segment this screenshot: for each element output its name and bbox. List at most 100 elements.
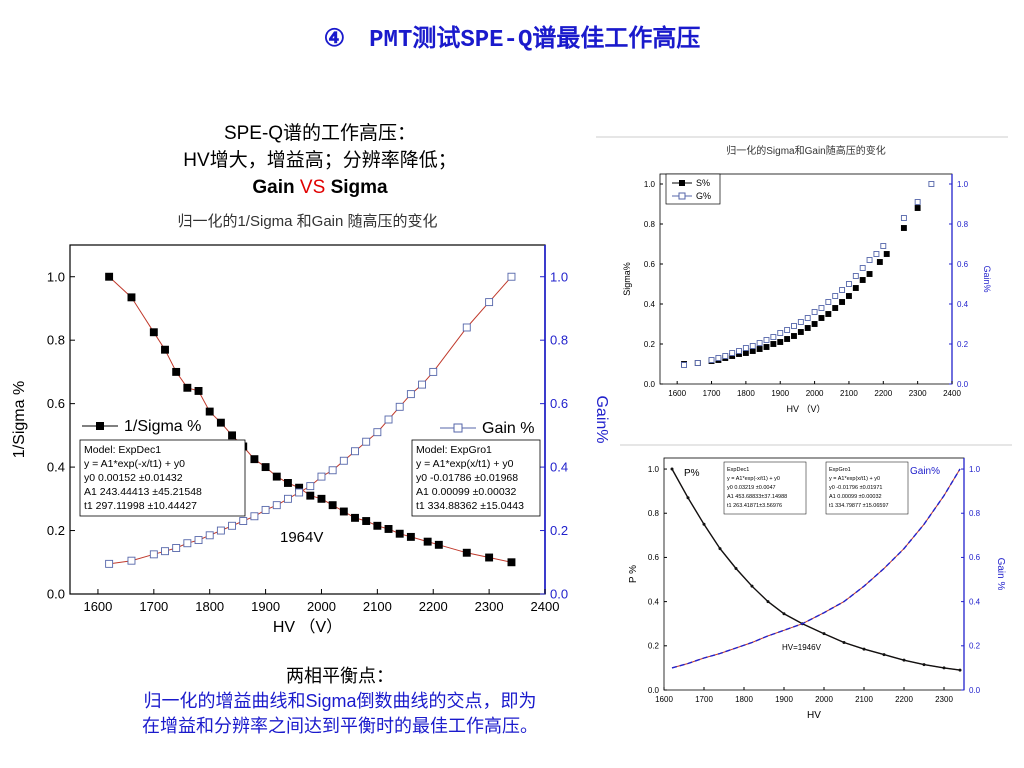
data-point (811, 309, 818, 315)
x-tick-label: 2400 (531, 599, 560, 614)
fit-box-left: Model: ExpDec1 y = A1*exp(-x/t1) + y0 y0 0… (79, 439, 246, 517)
x-tick-label: 2000 (815, 695, 833, 704)
fit-box-line: y0 0.03219 ±0.0047 (727, 485, 776, 491)
data-point (105, 272, 114, 281)
data-point (797, 319, 804, 325)
data-point (462, 323, 471, 332)
fit-box-line: Model: ExpGro1 (416, 444, 492, 456)
legend-gain: Gain % (440, 420, 534, 437)
fit-box-line: A1 0.00099 ±0.00032 (829, 494, 882, 500)
x-axis-label: HV (807, 710, 821, 721)
data-point (777, 339, 784, 345)
fit-curve-1 (671, 468, 961, 669)
x-tick-label: 1600 (655, 695, 673, 704)
legend-marker (453, 423, 463, 433)
y-tick-label-left: 0.6 (47, 396, 65, 411)
data-point (161, 345, 169, 354)
y-tick-label-right: 1.0 (969, 465, 981, 474)
data-point (261, 505, 270, 514)
data-point (328, 501, 337, 510)
data-point (822, 632, 826, 636)
fit-box-right: ExpGro1 y = A1*exp(x/t1) + y0 y0 -0.01796 … (825, 461, 909, 515)
fit-box-frame (411, 439, 541, 517)
data-point (183, 383, 192, 392)
x-tick-label: 1800 (735, 695, 753, 704)
sigma-word: Sigma (330, 177, 388, 198)
intro-line-1: SPE-Q谱的工作高压： (223, 123, 417, 144)
data-point (845, 281, 852, 287)
data-point (339, 456, 348, 465)
data-point (782, 612, 786, 616)
data-point (384, 525, 393, 533)
data-point (763, 337, 770, 343)
data-point (928, 181, 935, 187)
data-point (373, 428, 382, 437)
legend-marker (678, 192, 686, 200)
data-point (183, 539, 192, 548)
data-point (250, 512, 259, 521)
data-point (194, 386, 203, 395)
data-point (670, 467, 674, 471)
x-tick-label: 2200 (419, 599, 448, 614)
data-point (261, 463, 270, 472)
y-tick-label-right: 0.6 (957, 260, 969, 269)
data-point (777, 330, 784, 336)
x-tick-label: 2400 (943, 389, 961, 398)
data-point (317, 494, 326, 503)
x-axis-label: HV （V） (786, 404, 825, 414)
data-point (797, 329, 804, 335)
x-tick-label: 1700 (695, 695, 713, 704)
data-point (832, 305, 839, 311)
data-point (149, 550, 158, 559)
data-point (750, 584, 754, 588)
data-point (883, 251, 890, 257)
data-point (418, 380, 427, 389)
data-point (770, 334, 777, 340)
data-point (791, 323, 797, 329)
y-tick-label-right: 0.2 (957, 340, 969, 349)
x-tick-label: 2100 (855, 695, 873, 704)
y-axis-label-right: Gain % (995, 558, 1006, 591)
data-point (825, 299, 832, 305)
data-point (216, 418, 225, 427)
chart-title: 归一化的Sigma和Gain随高压的变化 (726, 144, 885, 157)
data-point (161, 547, 169, 556)
x-tick-label: 1700 (139, 599, 168, 614)
y-tick-label-right: 0.0 (957, 380, 969, 389)
data-point (239, 517, 248, 525)
data-point (914, 199, 921, 205)
y-tick-label-right: 1.0 (957, 180, 969, 189)
y-tick-label-right: 0.6 (969, 553, 981, 562)
data-point (756, 346, 763, 352)
data-point (306, 482, 315, 491)
y-tick-label-left: 0.8 (644, 220, 656, 229)
y-tick-label-left: 0.2 (648, 642, 660, 651)
data-point (818, 305, 825, 311)
y-tick-label-right: 0.2 (969, 642, 981, 651)
data-point (507, 558, 516, 567)
legend-marker (679, 180, 685, 186)
data-point (852, 285, 859, 291)
data-point (914, 205, 921, 211)
data-point (811, 321, 818, 327)
data-point (922, 663, 926, 667)
y-axis-label-left: P % (628, 565, 639, 583)
conclusion-line-3: 在增益和分辨率之间达到平衡时的最佳工作高压。 (142, 716, 538, 736)
x-tick-label: 1900 (251, 599, 280, 614)
data-point (395, 402, 404, 411)
y-axis-label-left: Sigma% (622, 262, 632, 296)
data-point (351, 447, 359, 456)
data-point (127, 556, 136, 565)
fit-box-frame (825, 461, 909, 515)
fit-box-line: t1 334.79877 ±15.06597 (829, 503, 889, 509)
x-tick-label: 1800 (195, 599, 224, 614)
y-tick-label-left: 1.0 (644, 180, 656, 189)
fit-box-line: y0 0.00152 ±0.01432 (84, 472, 183, 484)
y-tick-label-left: 0.2 (644, 340, 656, 349)
fit-box-line: A1 243.44413 ±45.21548 (84, 486, 202, 498)
data-point (373, 521, 382, 530)
x-tick-label: 1600 (668, 389, 686, 398)
fit-box-line: y = A1*exp(x/t1) + y0 (829, 476, 880, 482)
data-point (694, 360, 701, 366)
data-point (763, 344, 770, 350)
